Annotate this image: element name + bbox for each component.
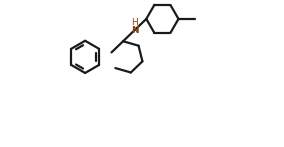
Text: H: H (131, 18, 138, 27)
Text: N: N (131, 26, 139, 35)
